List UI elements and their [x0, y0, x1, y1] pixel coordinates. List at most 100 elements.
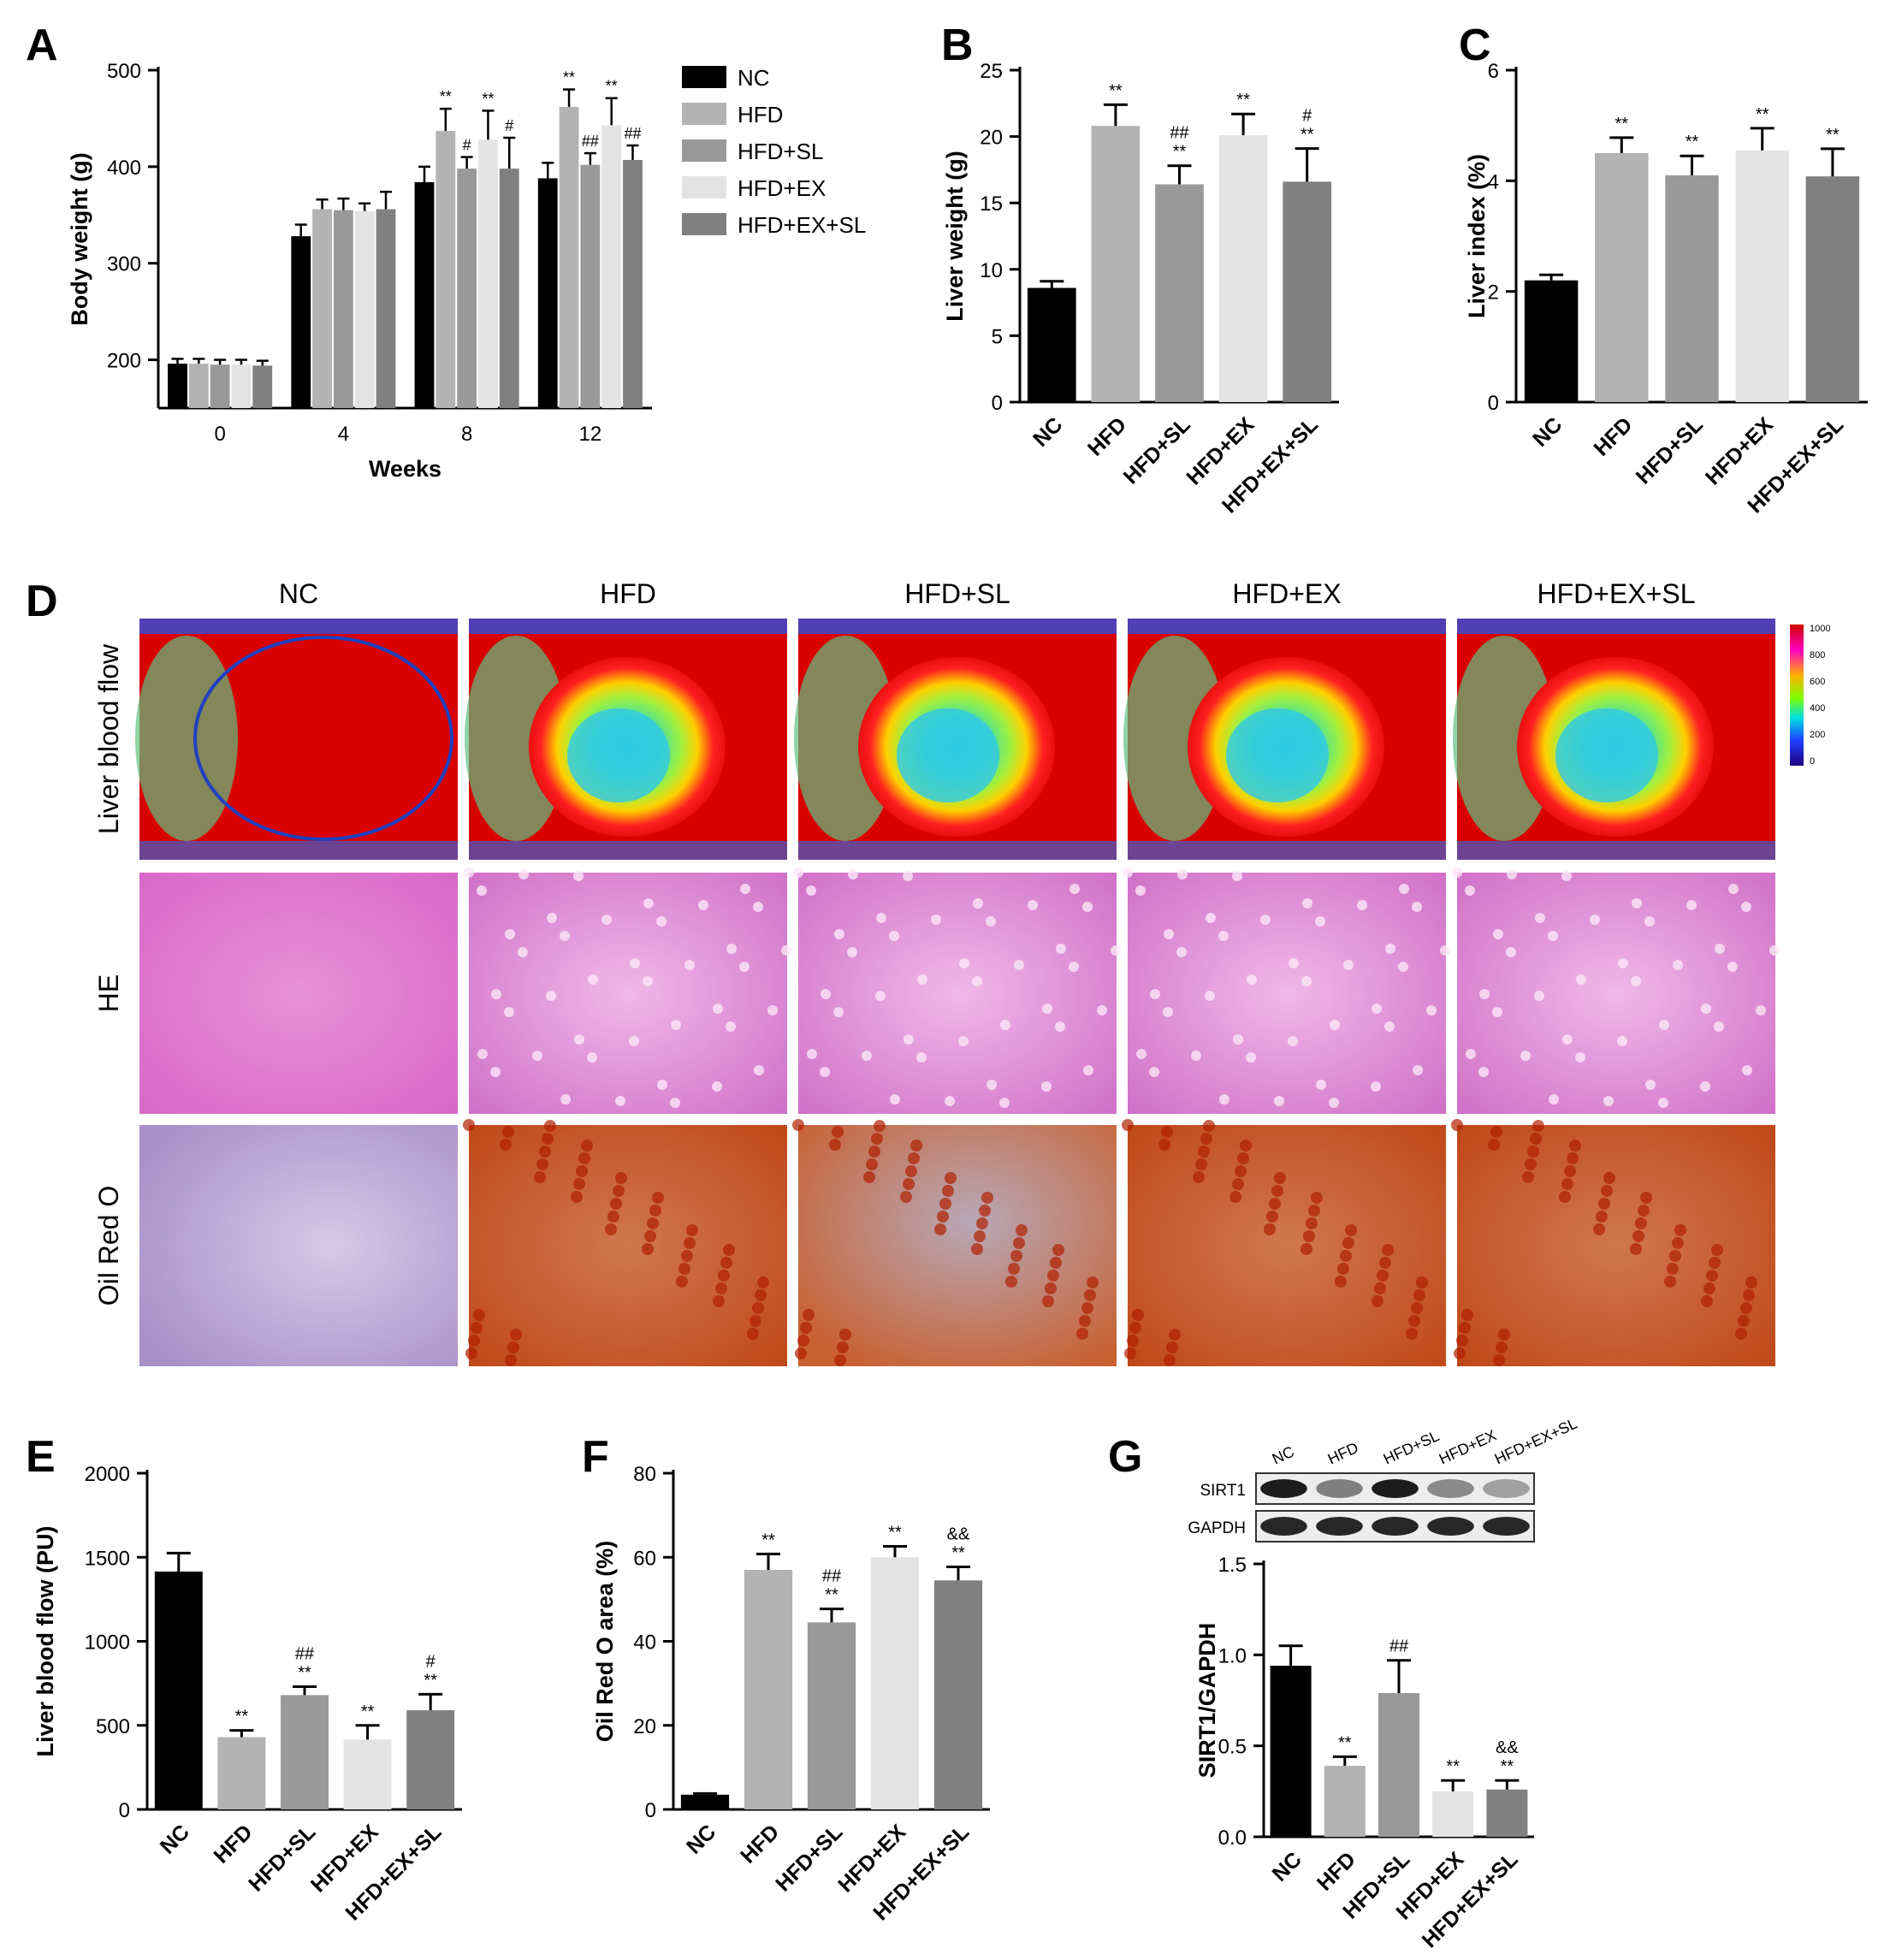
significance-mark: ** — [1236, 91, 1250, 110]
flow-image — [465, 619, 787, 860]
bar-hfd-sl — [580, 164, 601, 408]
panel-letter-a: A — [26, 21, 58, 70]
oil-red-o-image — [792, 1119, 1117, 1366]
bar-hfd-ex-sl — [499, 169, 519, 408]
legend-swatch — [682, 66, 726, 88]
oil-red-o-image — [463, 1119, 787, 1366]
legend-swatch — [682, 139, 726, 162]
significance-mark: ** — [1686, 133, 1699, 151]
colorbar-tick-label: 1000 — [1810, 624, 1830, 634]
blot-band — [1483, 1517, 1530, 1536]
x-tick-label: HFD+SL — [771, 1820, 847, 1896]
bar-hfd — [559, 106, 579, 408]
x-tick-label: 4 — [338, 423, 349, 446]
bar-hfd-ex — [601, 125, 622, 409]
bar-hfd — [435, 131, 456, 408]
legend-swatch — [682, 176, 726, 198]
y-tick-label: 15 — [980, 192, 1003, 216]
significance-mark: ** — [606, 78, 618, 95]
significance-mark: ** — [1446, 1757, 1460, 1776]
bar-hfd-sl — [210, 364, 230, 408]
bar-hfd-ex-sl — [406, 1710, 455, 1809]
y-axis-label: Body weight (g) — [67, 152, 92, 325]
column-title: HFD+SL — [904, 578, 1010, 609]
significance-mark: ** — [563, 69, 575, 86]
x-tick-label: HFD — [1589, 412, 1637, 460]
y-tick-label: 0 — [645, 1799, 656, 1822]
bar-hfd — [1324, 1766, 1366, 1837]
row-label: HE — [93, 974, 124, 1012]
bar-hfd-ex — [343, 1739, 392, 1809]
significance-mark: ## — [822, 1567, 842, 1586]
panel-letter-d: D — [26, 577, 58, 626]
row-label: Liver blood flow — [93, 643, 124, 834]
chart-g: 0.00.51.01.5SIRT1/GAPDHNC**HFD##HFD+SL**… — [1194, 1554, 1534, 1952]
significance-mark: && — [1496, 1738, 1519, 1757]
blot-band — [1427, 1517, 1474, 1536]
bar-nc — [154, 1571, 203, 1809]
bar-hfd-ex — [1218, 135, 1268, 402]
bar-nc — [414, 181, 435, 408]
y-tick-label: 0.0 — [1218, 1827, 1247, 1850]
bar-hfd-ex — [870, 1557, 920, 1809]
significance-mark: ## — [582, 133, 599, 150]
x-tick-label: NC — [1268, 1847, 1306, 1886]
significance-mark: ** — [298, 1664, 311, 1683]
significance-mark: ## — [1389, 1637, 1409, 1656]
significance-mark: ** — [1756, 105, 1769, 124]
y-tick-label: 1.0 — [1218, 1644, 1247, 1667]
significance-mark: ** — [951, 1544, 965, 1563]
bar-hfd-sl — [457, 169, 477, 408]
bar-nc — [1027, 287, 1076, 402]
legend-label: HFD+SL — [738, 139, 823, 164]
significance-mark: ** — [1300, 126, 1314, 145]
y-tick-label: 0.5 — [1218, 1736, 1247, 1759]
oil-red-o-image — [139, 1125, 458, 1366]
colorbar-tick-label: 800 — [1810, 650, 1825, 660]
x-tick-label: NC — [1028, 412, 1067, 451]
oil-red-o-image — [1451, 1119, 1775, 1366]
y-tick-label: 0 — [1488, 392, 1499, 415]
significance-mark: ** — [888, 1523, 902, 1542]
legend-label: HFD — [738, 102, 783, 127]
column-title: HFD+EX+SL — [1537, 578, 1696, 609]
bar-hfd-ex-sl — [1486, 1789, 1528, 1837]
significance-mark: # — [505, 117, 513, 134]
y-tick-label: 1500 — [85, 1547, 130, 1570]
significance-mark: # — [1302, 107, 1312, 126]
y-tick-label: 5 — [992, 325, 1003, 348]
chart-e: 0 500 1000 1500 2000 Liver blood flow (PU) NC *… — [33, 1463, 462, 1925]
legend-label: HFD+EX — [738, 175, 826, 201]
blot-band — [1316, 1517, 1363, 1536]
y-tick-label: 10 — [980, 259, 1003, 282]
column-title: HFD — [600, 578, 656, 609]
colorbar: 1000 800 600 400 200 0 — [1790, 624, 1830, 767]
y-tick-label: 1.5 — [1218, 1554, 1247, 1577]
bar-hfd — [1091, 126, 1141, 402]
row-label: Oil Red O — [93, 1186, 124, 1306]
bar-hfd-ex — [231, 364, 252, 408]
bar-hfd-ex-sl — [623, 159, 643, 408]
colorbar-tick-label: 200 — [1810, 730, 1825, 740]
y-axis-label: Oil Red O area (%) — [592, 1541, 618, 1743]
bar-hfd-ex — [1735, 150, 1789, 402]
y-tick-label: 20 — [980, 127, 1003, 150]
significance-mark: ** — [1338, 1733, 1352, 1752]
bar-hfd-sl — [807, 1622, 856, 1809]
blot-lane-label: NC — [1270, 1443, 1297, 1468]
x-axis-label: Weeks — [369, 456, 441, 482]
blot-band — [1483, 1479, 1530, 1498]
bar-hfd-ex-sl — [933, 1580, 983, 1809]
column-title: HFD+EX — [1232, 578, 1341, 609]
blot-band — [1260, 1517, 1307, 1536]
he-image — [139, 873, 458, 1114]
x-tick-label: HFD — [1312, 1847, 1360, 1895]
x-tick-label: 0 — [214, 423, 225, 446]
y-tick-label: 60 — [633, 1547, 656, 1570]
bar-hfd-sl — [1155, 184, 1204, 402]
significance-mark: # — [426, 1652, 436, 1671]
x-tick-label: NC — [1528, 412, 1567, 451]
